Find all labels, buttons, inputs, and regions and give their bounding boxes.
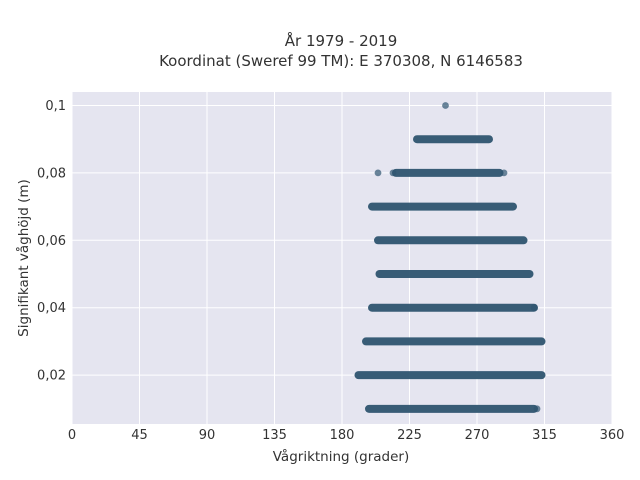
data-points xyxy=(374,102,541,413)
chart-subtitle: Koordinat (Sweref 99 TM): E 370308, N 61… xyxy=(159,52,523,70)
y-tick-label: 0,1 xyxy=(45,99,66,114)
x-tick-label: 0 xyxy=(68,428,76,443)
y-axis-label: Signifikant våghöjd (m) xyxy=(15,179,32,337)
y-tick-labels: 0,02 0,04 0,06 0,08 0,1 xyxy=(37,99,66,384)
data-point xyxy=(500,169,508,177)
x-tick-label: 360 xyxy=(600,428,625,443)
data-point xyxy=(530,304,538,312)
x-tick-label: 180 xyxy=(330,428,355,443)
chart-title: År 1979 - 2019 xyxy=(285,31,398,50)
x-tick-label: 90 xyxy=(199,428,216,443)
data-point xyxy=(442,102,449,109)
data-point xyxy=(533,405,541,413)
x-tick-label: 45 xyxy=(131,428,148,443)
data-point xyxy=(389,169,397,177)
y-tick-label: 0,02 xyxy=(37,369,66,384)
y-tick-label: 0,06 xyxy=(37,234,66,249)
x-tick-label: 135 xyxy=(262,428,287,443)
x-tick-label: 270 xyxy=(465,428,490,443)
y-tick-label: 0,08 xyxy=(37,166,66,181)
data-point xyxy=(374,169,382,177)
data-bands xyxy=(354,135,546,413)
x-tick-labels: 0 45 90 135 180 225 270 315 360 xyxy=(68,428,625,443)
y-tick-label: 0,04 xyxy=(37,301,66,316)
x-axis-label: Vågriktning (grader) xyxy=(273,448,410,465)
x-tick-label: 225 xyxy=(397,428,422,443)
x-tick-label: 315 xyxy=(532,428,557,443)
